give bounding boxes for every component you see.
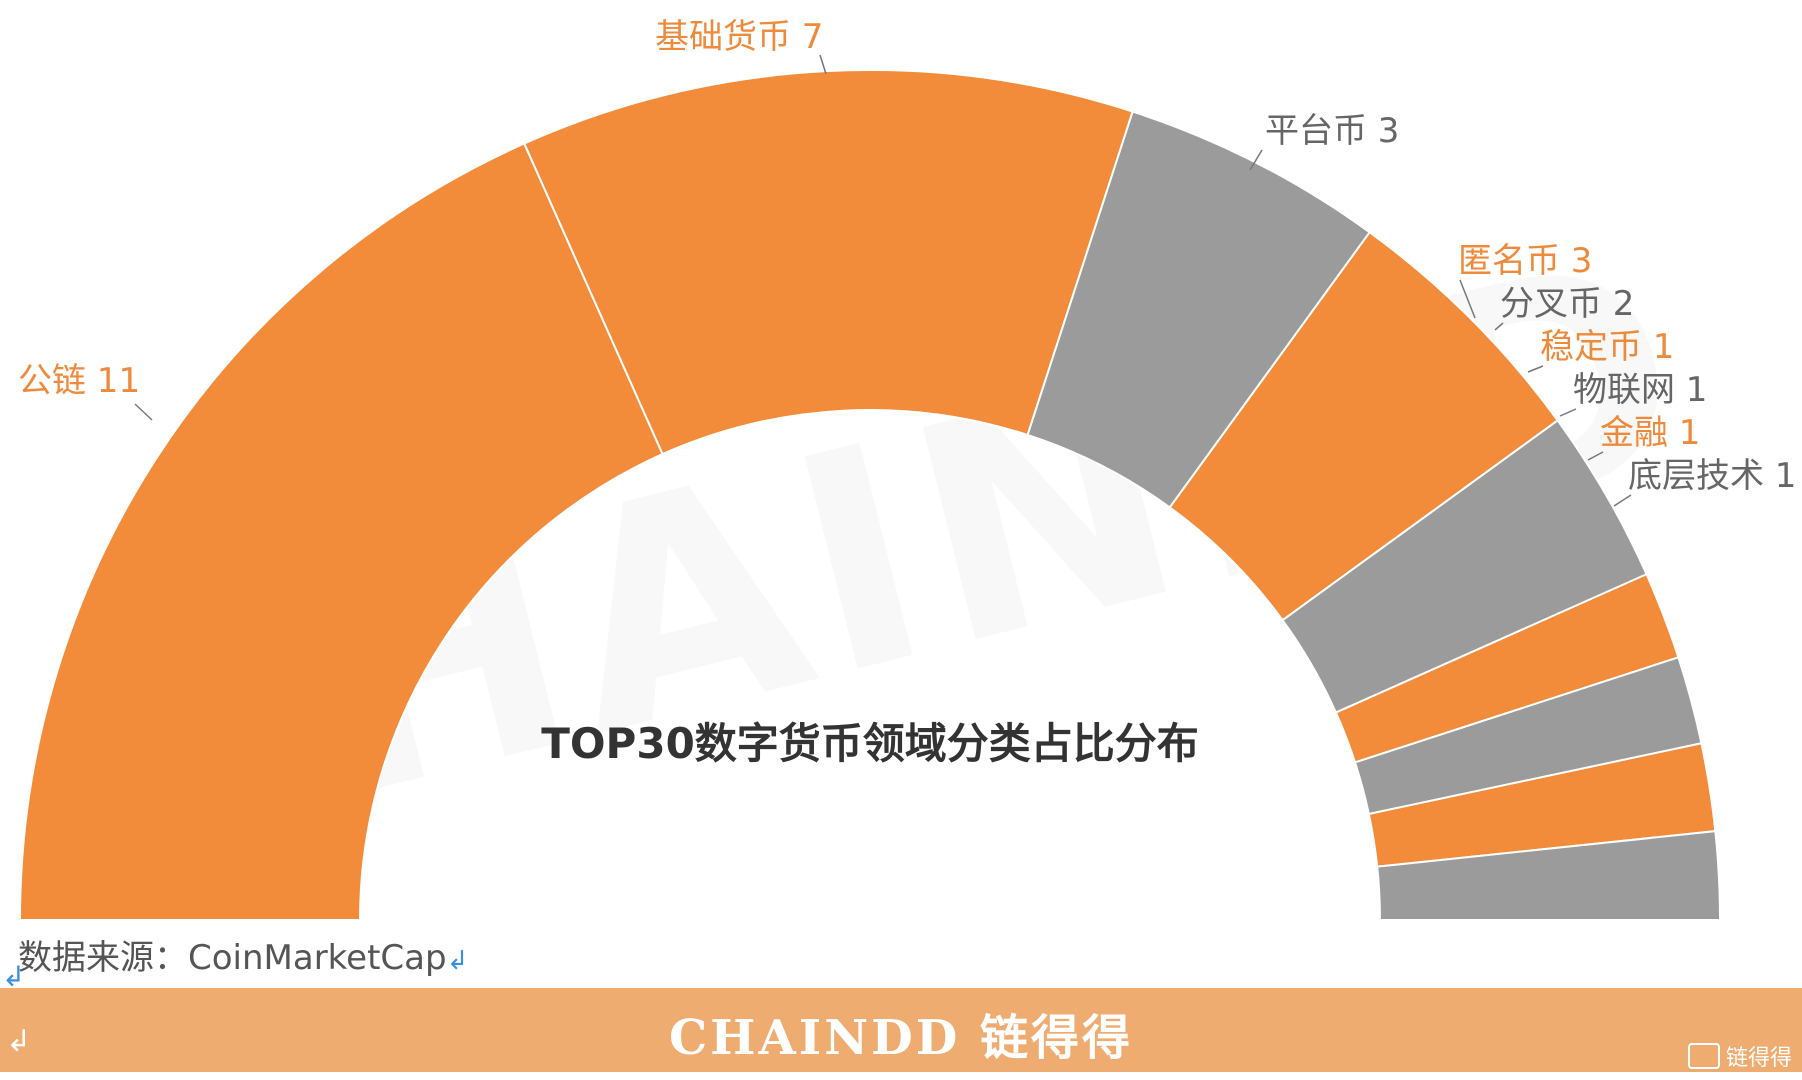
leader-line-5 xyxy=(1494,322,1504,331)
chart-title: TOP30数字货币领域分类占比分布 xyxy=(541,719,1199,768)
return-mark-icon: ↲ xyxy=(6,1024,32,1059)
leader-line-4 xyxy=(1459,279,1476,319)
data-source-text: 数据来源：CoinMarketCap xyxy=(18,938,447,978)
return-mark-icon: ↲ xyxy=(446,946,469,976)
footer-banner: ↲ CHAINDD 链得得 链得得 xyxy=(0,988,1802,1072)
segment-label-5: 分叉币 2 xyxy=(1500,284,1634,324)
leader-line-8 xyxy=(1587,451,1604,461)
return-mark-icon: ↲ xyxy=(2,960,26,993)
data-source: 数据来源：CoinMarketCap↲ xyxy=(18,930,468,979)
segment-1 xyxy=(18,142,664,921)
leader-line-6 xyxy=(1527,365,1544,373)
leader-line-1 xyxy=(134,403,153,421)
footer-logo-text: CHAINDD 链得得 xyxy=(668,1010,1134,1066)
segment-label-9: 底层技术 1 xyxy=(1628,456,1796,496)
corner-logo: 链得得 xyxy=(1687,1040,1792,1072)
leader-line-9 xyxy=(1613,494,1632,507)
segment-label-8: 金融 1 xyxy=(1600,413,1700,453)
chart-leader-lines xyxy=(134,54,1632,507)
leader-line-7 xyxy=(1559,408,1577,417)
segment-9 xyxy=(1376,830,1722,921)
corner-logo-icon xyxy=(1687,1043,1720,1069)
segment-2 xyxy=(522,69,1134,456)
segment-label-6: 稳定币 1 xyxy=(1540,327,1674,367)
corner-logo-text: 链得得 xyxy=(1725,1046,1792,1071)
segment-label-7: 物联网 1 xyxy=(1573,370,1707,410)
segment-label-4: 匿名币 3 xyxy=(1458,241,1592,281)
segment-label-3: 平台币 3 xyxy=(1265,111,1399,151)
segment-label-2: 基础货币 7 xyxy=(655,17,823,57)
segment-label-1: 公链 11 xyxy=(18,361,140,401)
leader-line-2 xyxy=(819,54,827,75)
chart-segments xyxy=(18,69,1722,921)
leader-line-3 xyxy=(1249,149,1263,171)
